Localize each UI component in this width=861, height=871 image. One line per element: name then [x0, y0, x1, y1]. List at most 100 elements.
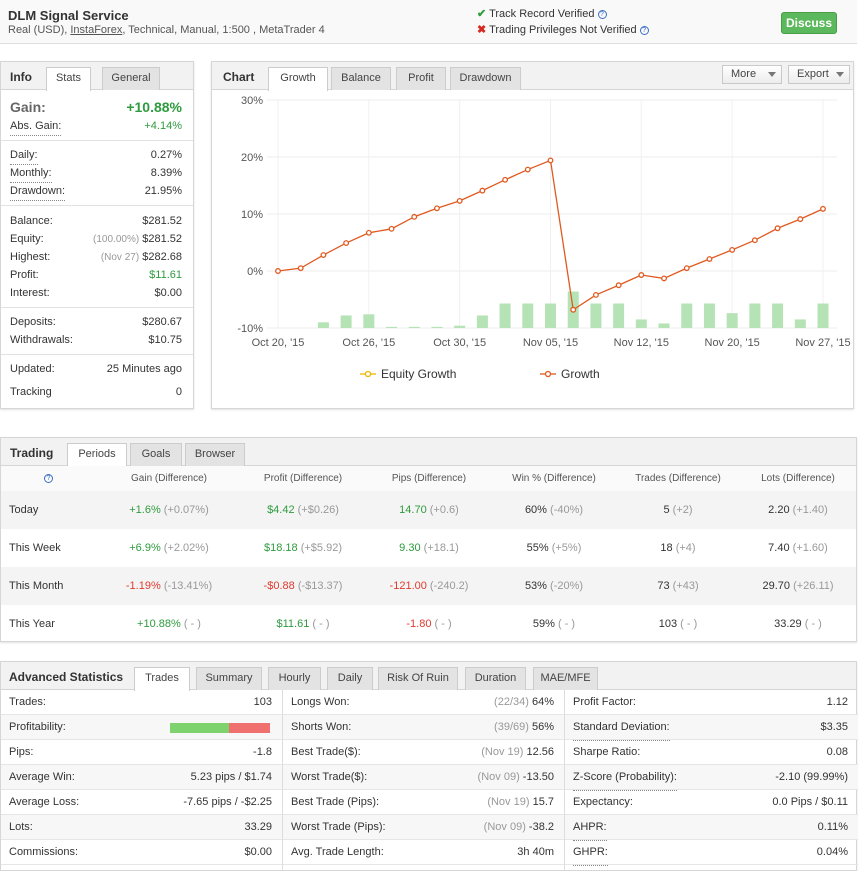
- performance-stat-label: AHPR:: [573, 815, 607, 841]
- growth-point: [615, 282, 622, 289]
- trade-stat-value: -1.8: [253, 746, 272, 758]
- pips-cell: 14.70 (+0.6): [369, 491, 489, 529]
- performance-stat-label: Expectancy:: [573, 790, 633, 816]
- deposits-label: Deposits:: [10, 316, 56, 328]
- col-header-pips: Pips (Difference): [391, 473, 467, 484]
- growth-point: [411, 213, 418, 220]
- trade-stat-value-group: 103: [254, 690, 272, 715]
- table-row: This Month -1.19% (-13.41%) -$0.88 (-$13.3…: [1, 567, 856, 605]
- growth-point: [365, 229, 372, 236]
- trade-stat-value: 103: [253, 696, 272, 708]
- tab-risk-of-ruin[interactable]: Risk Of Ruin: [378, 667, 458, 690]
- legend-marker-icon: [364, 370, 372, 378]
- tab-growth[interactable]: Growth: [268, 67, 328, 91]
- help-icon[interactable]: ?: [639, 25, 649, 35]
- gain-difference: (-13.41%): [163, 580, 213, 592]
- gain-cell: +1.6% (+0.07%): [109, 491, 229, 529]
- gain-value: +10.88%: [137, 618, 181, 630]
- tab-balance[interactable]: Balance: [331, 67, 391, 90]
- tab-duration[interactable]: Duration: [465, 667, 526, 690]
- export-dropdown[interactable]: Export: [788, 65, 850, 84]
- volume-bar: [726, 313, 738, 328]
- growth-point: [820, 205, 826, 212]
- gain-value: +10.88%: [126, 99, 182, 115]
- x-tick-label: Oct 26, '15: [342, 337, 395, 349]
- volume-bar: [476, 315, 488, 328]
- tab-goals[interactable]: Goals: [130, 443, 182, 466]
- trade-stat-row: Trades: 103: [1, 690, 282, 715]
- growth-point: [638, 272, 645, 278]
- tab-drawdown[interactable]: Drawdown: [450, 67, 521, 90]
- tab-browser[interactable]: Browser: [185, 443, 245, 466]
- help-icon[interactable]: ?: [44, 474, 53, 483]
- performance-stat-value-group: 0.04%: [817, 840, 848, 865]
- volume-bar: [794, 319, 806, 328]
- trade-stat-value-group: 5.23 pips / $1.74: [191, 765, 272, 790]
- performance-stat-label: Sharpe Ratio:: [573, 740, 641, 766]
- trade-extreme-value-group: (Nov 09) -13.50: [478, 765, 554, 790]
- trade-stat-label: Pips:: [9, 746, 34, 758]
- performance-stat-row: GHPR: 0.04%: [565, 840, 858, 866]
- growth-point: [275, 268, 281, 274]
- trade-extreme-row: Longs Won: (22/34) 64%: [283, 690, 564, 715]
- tab-profit[interactable]: Profit: [396, 67, 446, 90]
- win-cell: 55% (+5%): [494, 529, 614, 567]
- performance-stat-value-group: 0.11%: [818, 815, 848, 840]
- discuss-button[interactable]: Discuss: [781, 12, 837, 34]
- win-value: 59%: [532, 618, 555, 630]
- highest-value-group: (Nov 27) $282.68: [101, 248, 182, 267]
- trades-cell: 73 (+43): [618, 567, 738, 605]
- system-title: DLM Signal Service: [8, 8, 129, 23]
- lots-difference: (+1.60): [792, 542, 828, 554]
- tab-periods[interactable]: Periods: [67, 443, 127, 467]
- profit-cell: $18.18 (+$5.92): [243, 529, 363, 567]
- growth-point: [683, 265, 690, 272]
- trade-extreme-date: (39/69): [494, 721, 529, 733]
- trading-privileges-label: Trading Privileges Not Verified: [489, 24, 637, 36]
- performance-stat-value: 0.08: [826, 746, 848, 758]
- y-tick-label: 30%: [241, 95, 263, 107]
- legend-label: Growth: [561, 367, 600, 381]
- tab-daily[interactable]: Daily: [327, 667, 373, 690]
- advanced-panel-title: Advanced Statistics: [9, 670, 124, 684]
- trade-stat-row: Pips: -1.8: [1, 740, 282, 765]
- drawdown-label: Drawdown:: [10, 182, 66, 201]
- growth-point: [502, 176, 509, 183]
- performance-stat-value: 0.0 Pips / $0.11: [772, 796, 848, 808]
- monthly-value: 8.39%: [150, 167, 182, 179]
- pips-value: -1.80: [406, 618, 432, 630]
- gain-cell: -1.19% (-13.41%): [109, 567, 229, 605]
- tab-hourly[interactable]: Hourly: [268, 667, 321, 690]
- chart-tabbar: Chart Growth Balance Profit Drawdown Mor…: [212, 62, 853, 91]
- tab-general[interactable]: General: [102, 67, 160, 90]
- more-dropdown[interactable]: More: [722, 65, 782, 84]
- x-tick-label: Nov 05, '15: [523, 337, 578, 349]
- lots-difference: (+26.11): [793, 580, 834, 592]
- tracking-value: 0: [175, 386, 182, 398]
- pips-cell: 9.30 (+18.1): [369, 529, 489, 567]
- broker-link[interactable]: InstaForex: [70, 24, 123, 36]
- pips-difference: (+0.6): [429, 504, 459, 516]
- trade-extreme-value-group: (22/34) 64%: [494, 690, 554, 715]
- tab-mae-mfe[interactable]: MAE/MFE: [533, 667, 598, 690]
- volume-bar: [749, 303, 761, 328]
- gain-difference: ( - ): [183, 618, 201, 630]
- growth-point: [706, 256, 713, 262]
- profitability-win-fill: [170, 723, 229, 733]
- help-icon[interactable]: ?: [597, 9, 607, 19]
- performance-stat-label: GHPR:: [573, 840, 608, 866]
- volume-bar: [635, 319, 647, 328]
- trade-extreme-row: Shorts Won: (39/69) 56%: [283, 715, 564, 740]
- trade-extreme-row: Best Trade($): (Nov 19) 12.56: [283, 740, 564, 765]
- tab-trades[interactable]: Trades: [134, 667, 190, 691]
- tab-stats[interactable]: Stats: [46, 67, 91, 91]
- trade-extreme-value: 3h 40m: [517, 846, 554, 858]
- tracking-row: Tracking 0: [1, 383, 193, 401]
- equity-percent: (100.00%): [93, 234, 140, 245]
- tab-summary[interactable]: Summary: [196, 667, 262, 690]
- trade-extreme-value-group: (Nov 09) -38.2: [484, 815, 554, 840]
- performance-stat-label: Profit Factor:: [573, 690, 636, 716]
- highest-row: Highest: (Nov 27) $282.68: [1, 248, 193, 266]
- growth-point: [388, 225, 395, 232]
- abs-gain-value: +4.14%: [144, 120, 182, 132]
